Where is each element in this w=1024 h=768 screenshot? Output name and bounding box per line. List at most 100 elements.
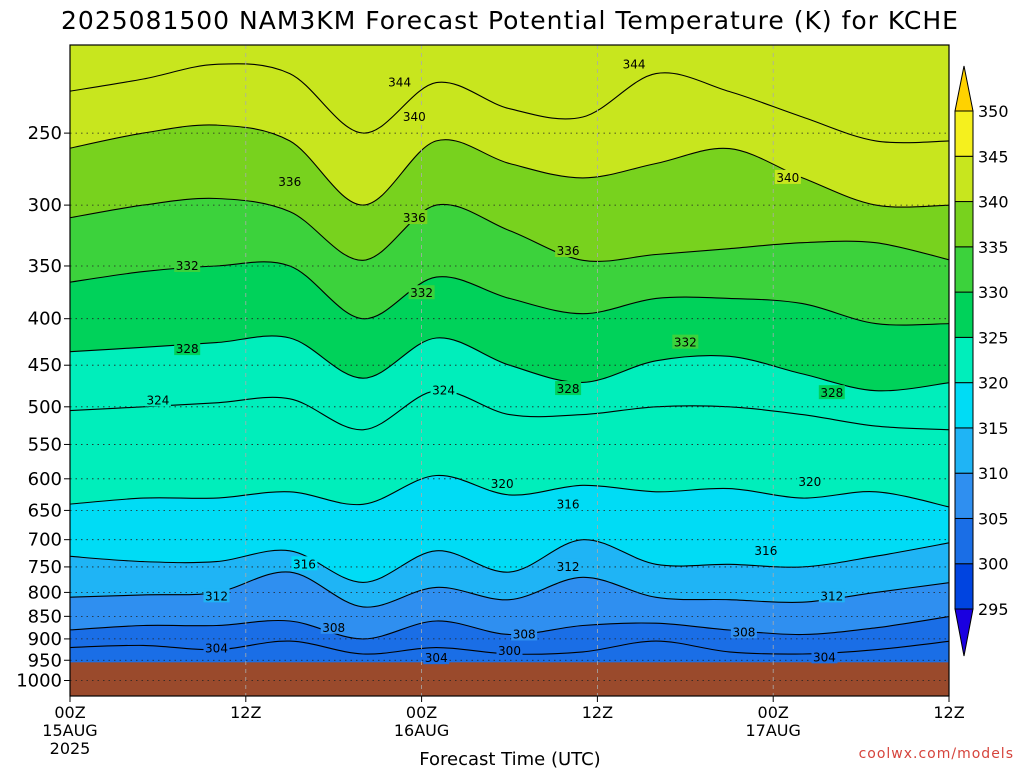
y-tick-label: 800 <box>28 582 62 603</box>
y-tick-label: 750 <box>28 557 62 578</box>
contour-label-340: 340 <box>401 108 428 124</box>
isotherm-344 <box>70 63 949 144</box>
contour-label-308: 308 <box>511 626 538 641</box>
x-tick-label: 12Z <box>582 703 613 722</box>
colorbar-swatch-305 <box>954 472 974 519</box>
contour-label-312: 312 <box>818 588 845 603</box>
contour-label-text: 320 <box>798 475 821 489</box>
contour-label-text: 312 <box>820 589 843 603</box>
chart-title: 2025081500 NAM3KM Forecast Potential Tem… <box>61 6 959 35</box>
contour-label-316: 316 <box>291 556 318 571</box>
contour-label-text: 340 <box>403 110 426 124</box>
contour-label-308: 308 <box>320 619 347 635</box>
contour-label-316: 316 <box>555 496 582 511</box>
contour-label-text: 300 <box>498 644 521 658</box>
contour-label-336: 336 <box>555 243 582 258</box>
contour-label-332: 332 <box>408 285 435 300</box>
isotherm-328 <box>70 335 949 392</box>
y-tick-label: 900 <box>28 629 62 650</box>
colorbar-label: 325 <box>978 328 1009 347</box>
x-tick-date: 15AUG <box>42 721 97 740</box>
contour-label-text: 332 <box>410 286 433 300</box>
y-tick-label: 500 <box>28 397 62 418</box>
ground-below-surface <box>70 662 949 696</box>
contour-label-text: 308 <box>322 621 345 635</box>
contour-label-336: 336 <box>401 210 428 225</box>
contour-label-text: 308 <box>732 625 755 639</box>
contour-label-text: 316 <box>754 544 777 558</box>
colorbar-swatch-345 <box>954 110 974 157</box>
contour-label-text: 304 <box>425 651 448 665</box>
contour-label-304: 304 <box>203 640 230 655</box>
contour-label-344: 344 <box>386 74 413 90</box>
contour-label-text: 332 <box>176 259 199 273</box>
x-tick-label: 00Z <box>758 703 789 722</box>
contour-label-text: 328 <box>176 342 199 356</box>
colorbar-swatch-300 <box>954 517 974 565</box>
colorbar-label: 295 <box>978 600 1009 619</box>
isotherm-308 <box>70 616 949 640</box>
contour-label-336: 336 <box>276 174 303 189</box>
x-tick-label: 00Z <box>406 703 437 722</box>
colorbar-label: 340 <box>978 193 1009 212</box>
colorbar-label: 350 <box>978 102 1009 121</box>
x-tick-label: 12Z <box>933 703 964 722</box>
colorbar-min-arrow <box>954 608 974 657</box>
credit-text: coolwx.com/models <box>859 746 1014 762</box>
contour-label-text: 324 <box>432 384 455 398</box>
contour-label-text: 316 <box>557 497 580 511</box>
x-tick-date: 17AUG <box>745 721 800 740</box>
contour-label-text: 308 <box>513 627 536 641</box>
contour-label-text: 328 <box>557 382 580 396</box>
y-tick-label: 1000 <box>16 671 62 692</box>
contour-label-312: 312 <box>203 588 230 603</box>
y-tick-label: 950 <box>28 650 62 671</box>
isotherm-332 <box>70 261 949 326</box>
contour-label-324: 324 <box>144 392 171 407</box>
x-tick-date: 16AUG <box>394 721 449 740</box>
contour-label-text: 340 <box>776 171 799 185</box>
y-tick-label: 600 <box>28 469 62 490</box>
colorbar-label: 310 <box>978 464 1009 483</box>
colorbar: 295 300 305 310 315 320 325 330 335 340 345 350 <box>954 65 1009 657</box>
isotherm-336 <box>70 197 949 262</box>
colorbar-label: 320 <box>978 374 1009 393</box>
isotherm-340 <box>70 124 949 208</box>
colorbar-label: 330 <box>978 283 1009 302</box>
contour-label-340: 340 <box>774 169 801 185</box>
contour-label-text: 328 <box>820 386 843 400</box>
x-tick-label: 12Z <box>230 703 261 722</box>
contour-label-304: 304 <box>811 649 838 664</box>
x-axis-title: Forecast Time (UTC) <box>419 749 600 768</box>
contour-label-text: 320 <box>491 477 514 491</box>
y-tick-label: 350 <box>28 256 62 277</box>
colorbar-swatch-295 <box>954 563 974 610</box>
contour-label-332: 332 <box>672 334 699 350</box>
contour-label-328: 328 <box>174 341 201 356</box>
contour-label-text: 344 <box>623 57 646 71</box>
y-tick-label: 300 <box>28 195 62 216</box>
contour-label-text: 312 <box>205 589 228 603</box>
colorbar-label: 335 <box>978 238 1009 257</box>
contour-label-320: 320 <box>796 474 823 489</box>
contour-label-text: 336 <box>557 244 580 258</box>
contour-label-text: 336 <box>403 211 426 225</box>
y-tick-label: 550 <box>28 434 62 455</box>
contour-label-320: 320 <box>489 476 516 491</box>
contour-label-text: 324 <box>146 393 169 407</box>
contour-label-328: 328 <box>555 381 582 396</box>
colorbar-swatch-315 <box>954 382 974 429</box>
colorbar-swatch-310 <box>954 427 974 474</box>
colorbar-swatch-335 <box>954 201 974 248</box>
y-tick-label: 250 <box>28 123 62 144</box>
y-tick-label: 850 <box>28 606 62 627</box>
colorbar-label: 300 <box>978 555 1009 574</box>
contour-label-304: 304 <box>423 650 450 665</box>
contour-label-text: 332 <box>674 336 697 350</box>
contour-label-312: 312 <box>555 558 582 574</box>
colorbar-max-arrow <box>954 65 974 112</box>
theta-color-bands <box>70 45 949 696</box>
contour-label-308: 308 <box>730 624 757 639</box>
